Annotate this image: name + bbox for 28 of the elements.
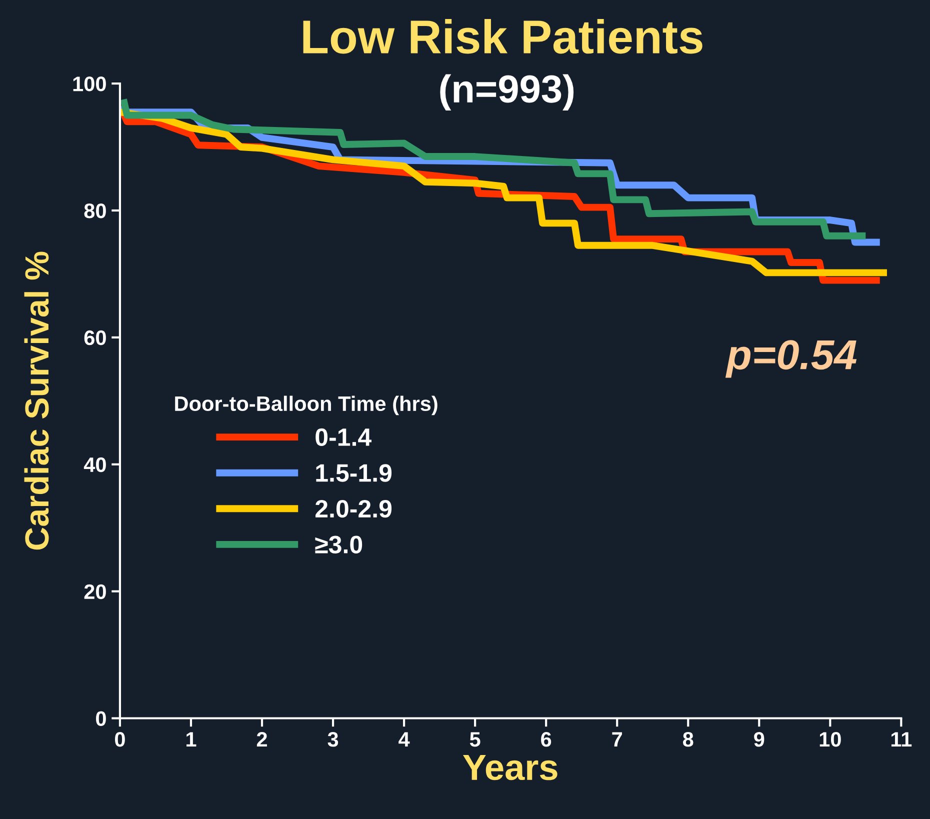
- x-tick-label: 0: [115, 732, 125, 747]
- x-tick-label: 5: [470, 732, 480, 747]
- y-axis-title: Cardiac Survival %: [24, 252, 49, 550]
- x-tick-label: 10: [820, 732, 841, 747]
- chart-subtitle: (n=993): [440, 74, 574, 110]
- legend-label: ≥3.0: [315, 536, 362, 554]
- legend-label: 1.5-1.9: [316, 464, 392, 482]
- x-tick-label: 2: [256, 732, 267, 747]
- y-tick-label: 40: [84, 457, 106, 472]
- annotation: p=0.54: [725, 340, 857, 378]
- legend-title: Door-to-Balloon Time (hrs): [175, 396, 438, 416]
- legend-label: 2.0-2.9: [315, 500, 392, 518]
- x-tick-label: 8: [682, 732, 694, 747]
- x-tick-label: 4: [398, 732, 410, 747]
- x-tick-label: 3: [328, 732, 338, 747]
- y-tick-label: 60: [84, 330, 106, 346]
- legend-label: 0-1.4: [316, 428, 372, 446]
- y-tick-label: 100: [73, 76, 106, 92]
- x-tick-label: 1: [186, 732, 196, 747]
- y-tick-label: 80: [84, 203, 106, 218]
- y-tick-label: 20: [84, 584, 106, 600]
- y-tick-label: 0: [96, 711, 106, 726]
- x-tick-label: 7: [612, 732, 622, 747]
- x-axis-title: Years: [462, 754, 558, 780]
- x-tick-label: 11: [891, 732, 912, 747]
- x-tick-label: 6: [541, 732, 552, 747]
- x-tick-label: 9: [754, 732, 764, 747]
- chart-title: Low Risk Patients: [303, 19, 702, 54]
